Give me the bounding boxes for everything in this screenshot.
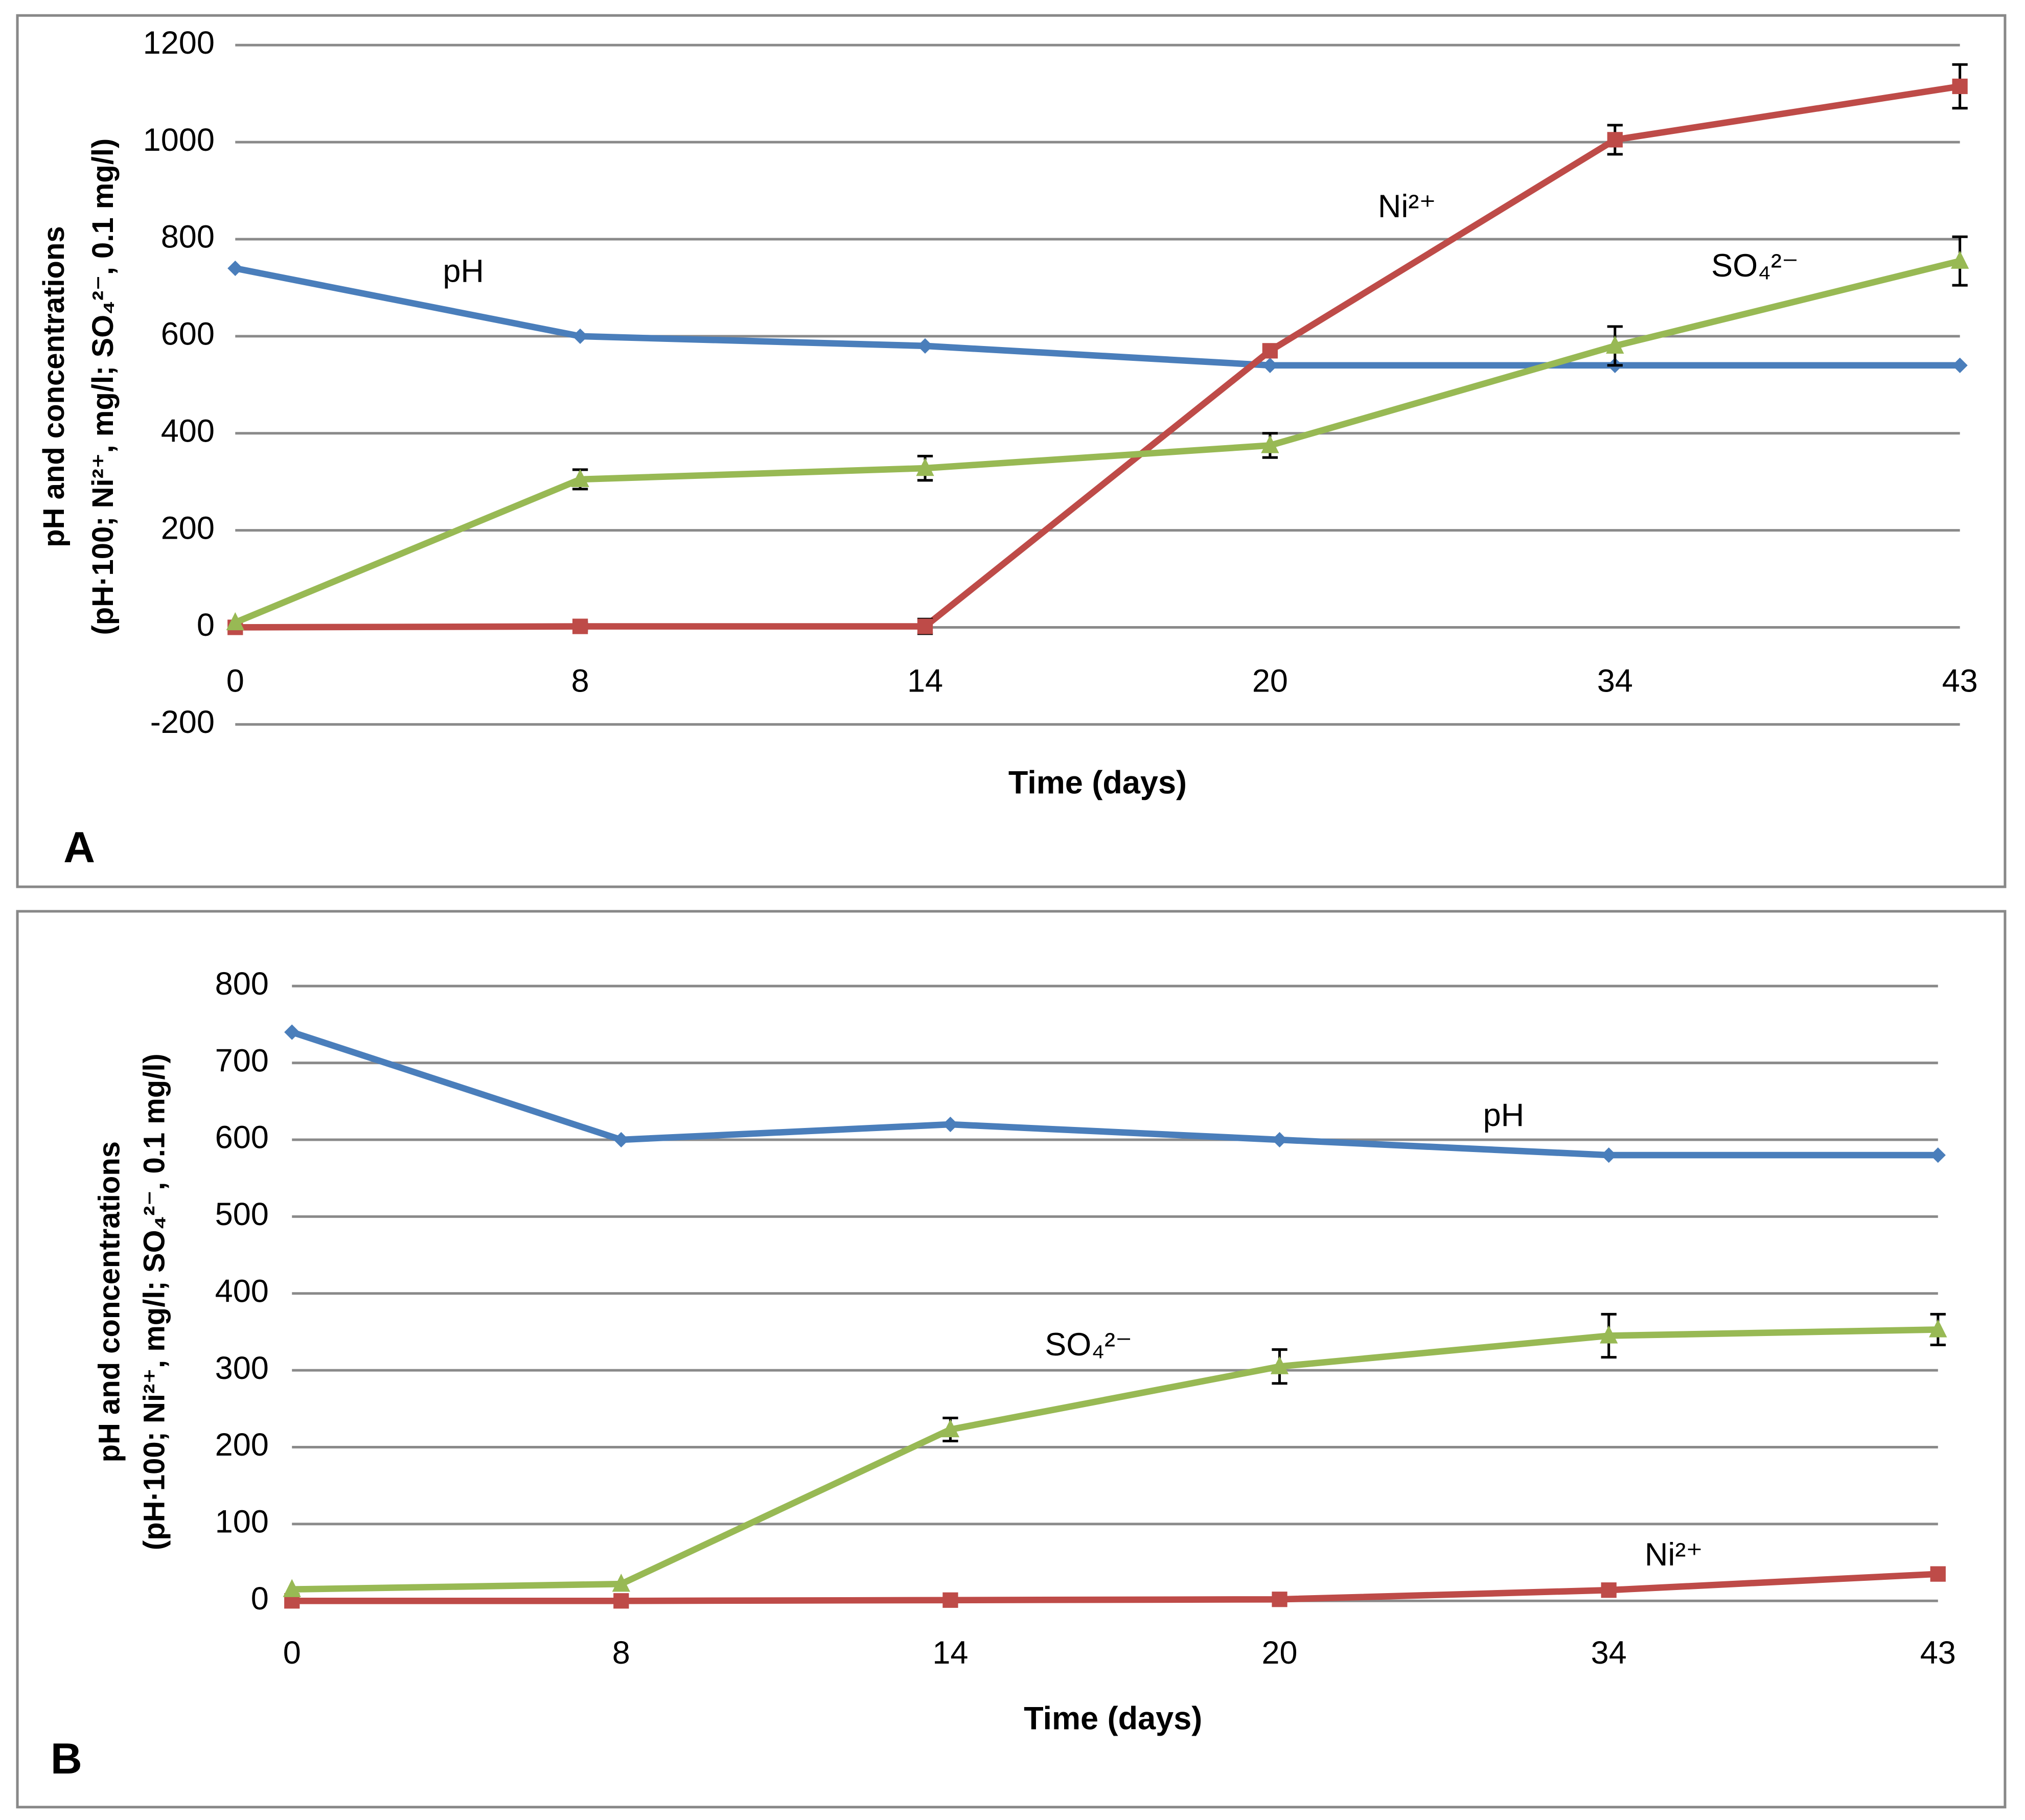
y-tick-label: 700 [215,1043,269,1078]
marker [942,1116,958,1133]
x-tick-label: 43 [1942,663,1978,699]
panel-frame [16,910,2007,1809]
series-line [292,1326,1938,1593]
series-label: pH [1483,1097,1525,1133]
marker [1950,250,1969,269]
marker [942,1592,958,1608]
x-tick-label: 0 [226,663,244,699]
marker [941,1419,960,1438]
marker [612,1574,630,1592]
x-axis-title: Time (days) [1024,1700,1202,1736]
marker [227,260,243,277]
panel-frame [16,14,2007,888]
y-tick-label: 600 [215,1120,269,1156]
x-axis-title: Time (days) [1008,765,1187,801]
y-tick-label: 500 [215,1196,269,1232]
marker [613,1593,629,1609]
y-tick-label: 0 [251,1581,269,1617]
x-tick-label: 8 [612,1635,630,1671]
marker [1952,357,1968,373]
marker [1272,1132,1287,1148]
marker [284,1024,300,1040]
y-tick-label: 1200 [143,25,215,61]
y-tick-label: 400 [161,413,215,449]
y-tick-label: 300 [215,1350,269,1386]
y-tick-label: 200 [161,510,215,546]
x-tick-label: 14 [932,1635,968,1671]
marker [613,1132,629,1148]
marker [1930,1147,1946,1163]
series-label: SO₄²⁻ [1045,1327,1132,1363]
y-tick-label: 800 [215,966,269,1002]
series-line [291,1029,1938,1159]
y-tick-label: 200 [215,1427,269,1463]
x-tick-label: 0 [283,1635,301,1671]
marker [572,328,588,344]
marker [1261,435,1279,453]
y-tick-label: 400 [215,1273,269,1309]
marker [571,469,589,488]
y-axis-title: (pH·100; Ni²⁺, mg/l; SO₄²⁻, 0.1 mg/l) [138,1053,171,1550]
panel-label: B [51,1734,82,1783]
y-tick-label: 600 [161,316,215,352]
x-tick-label: 34 [1597,663,1633,699]
marker [226,612,244,631]
marker [572,618,588,634]
marker [283,1579,301,1597]
y-tick-label: -200 [150,704,215,740]
series-line [234,258,1961,626]
y-tick-label: 1000 [143,122,215,158]
marker [1929,1319,1947,1338]
marker [1262,357,1278,373]
x-tick-label: 34 [1591,1635,1627,1671]
marker [1607,132,1623,148]
marker [916,457,934,476]
marker [917,338,933,354]
marker [1606,335,1624,354]
marker [917,618,933,634]
marker [1270,1356,1289,1374]
y-tick-label: 100 [215,1504,269,1540]
y-tick-label: 0 [197,607,215,643]
series-line [235,265,1960,369]
y-tick-label: 800 [161,219,215,255]
marker [1272,1592,1287,1607]
marker [1601,1582,1617,1598]
marker [1952,78,1968,95]
y-axis-title: pH and concentrations [37,226,71,547]
series-line [235,83,1961,631]
series-label: pH [443,253,484,289]
y-axis-title: (pH·100; Ni²⁺, mg/l; SO₄²⁻, 0.1 mg/l) [86,139,120,635]
x-tick-label: 8 [571,663,589,699]
x-tick-label: 20 [1252,663,1288,699]
series-line [292,1571,1939,1604]
panel-label: A [63,823,95,872]
marker [1600,1325,1618,1344]
marker [1601,1147,1617,1163]
series-label: Ni²⁺ [1378,189,1436,224]
y-axis-title: pH and concentrations [93,1141,126,1462]
series-label: SO₄²⁻ [1711,248,1799,284]
x-tick-label: 20 [1261,1635,1297,1671]
x-tick-label: 14 [907,663,943,699]
series-label: Ni²⁺ [1645,1537,1703,1573]
marker [1930,1566,1946,1582]
x-tick-label: 43 [1920,1635,1956,1671]
marker [1262,343,1278,359]
